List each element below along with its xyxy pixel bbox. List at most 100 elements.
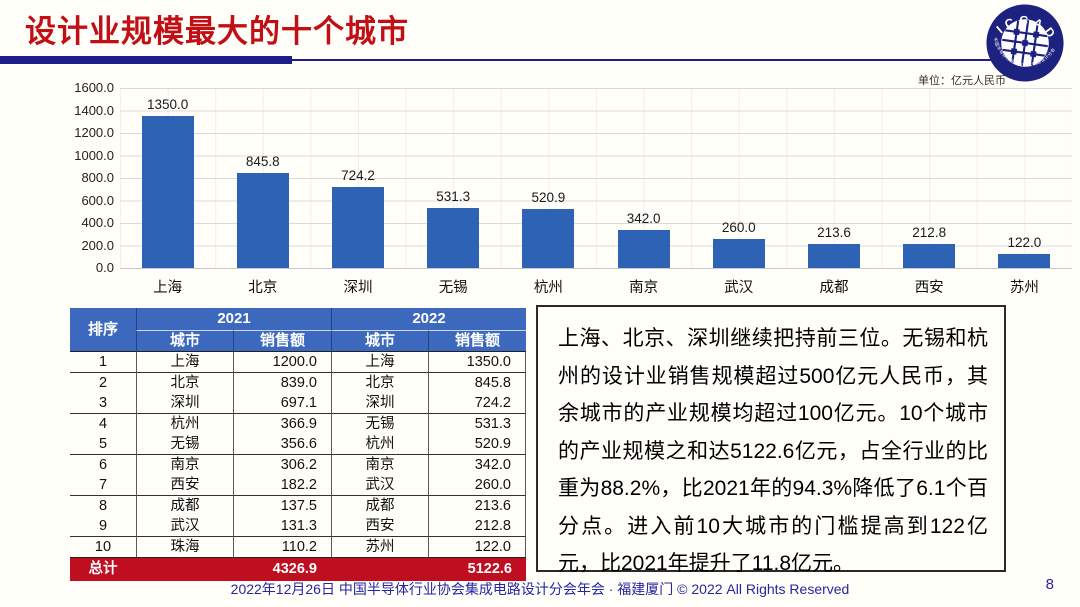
table-cell-city2021: 南京 — [136, 455, 233, 475]
bar-武汉 — [712, 238, 765, 268]
x-axis: 上海 北京 深圳 无锡 杭州 南京 武汉 成都 西安 苏州 — [120, 276, 1072, 296]
bar-value-label: 122.0 — [1007, 235, 1042, 251]
table-cell-rank: 6 — [98, 457, 108, 473]
table-cell-sales2022: 213.6 — [428, 496, 526, 516]
table-cell-city2022: 西安 — [331, 516, 428, 537]
table-cell-sales2022: 845.8 — [428, 373, 526, 393]
y-axis: 1600.0 1400.0 1200.0 1000.0 800.0 600.0 400.0 2… — [40, 80, 114, 275]
bar-value-label: 845.8 — [245, 153, 280, 169]
bar-苏州 — [998, 254, 1051, 268]
y-tick-label: 600.0 — [81, 192, 114, 208]
col-header-2021: 2021 — [136, 308, 331, 330]
x-tick-label: 杭州 — [533, 280, 563, 296]
table-cell-sales2021: 1200.0 — [233, 352, 331, 373]
bar-slot: 845.8 — [215, 88, 310, 268]
bar-深圳 — [331, 186, 384, 268]
x-tick-label: 成都 — [819, 280, 849, 296]
table-cell-sales2022: 724.2 — [428, 393, 526, 414]
table-total-label: 总计 — [70, 557, 136, 581]
col-header-city-2021: 城市 — [136, 330, 233, 352]
table-cell-city2021: 西安 — [136, 475, 233, 496]
bar-slot: 520.9 — [501, 88, 596, 268]
commentary-box: 上海、北京、深圳继续把持前三位。无锡和杭州的设计业销售规模超过500亿元人民币，… — [536, 305, 1006, 575]
title-underline-thin — [292, 59, 1048, 61]
chart-unit-label: 单位：亿元人民币 — [918, 75, 1006, 87]
footer-text: 2022年12月26日 中国半导体行业协会集成电路设计分会年会 · 福建厦门 ©… — [230, 581, 850, 597]
table-cell-city2022: 上海 — [331, 352, 428, 373]
table-cell-city2021: 上海 — [136, 352, 233, 373]
table-cell-sales2021: 366.9 — [233, 414, 331, 434]
table-cell-sales2022: 122.0 — [428, 537, 526, 557]
y-tick-label: 0.0 — [95, 260, 114, 275]
table-cell-sales2022: 531.3 — [428, 414, 526, 434]
bar-value-label: 213.6 — [817, 224, 851, 240]
bar-杭州 — [522, 209, 575, 268]
ranking-table: 排序 2021 2022 城市 销售额 城市 销售额 1 上海 1200.0 上海 13… — [70, 308, 526, 581]
table-cell-sales2021: 137.5 — [233, 496, 331, 516]
bar-slot: 260.0 — [691, 88, 786, 268]
bar-slot: 212.8 — [882, 88, 977, 268]
x-tick-label: 无锡 — [438, 280, 468, 296]
bar-value-label: 520.9 — [531, 190, 566, 206]
table-cell-sales2021: 182.2 — [233, 475, 331, 496]
iccad-logo-icon: ICCAD 中国半导体行业协会集成电路设计分会 — [986, 4, 1064, 82]
table-cell-sales2022: 342.0 — [428, 455, 526, 475]
x-tick-label: 深圳 — [343, 280, 373, 296]
table-cell-rank: 4 — [98, 416, 108, 432]
table-cell-city2021: 杭州 — [136, 414, 233, 434]
y-tick-label: 1400.0 — [74, 102, 114, 118]
col-header-sales-2022: 销售额 — [428, 330, 526, 352]
table-cell-rank: 5 — [70, 434, 136, 455]
x-tick-label: 武汉 — [724, 280, 754, 296]
table-cell-city2022: 武汉 — [331, 475, 428, 496]
table-total-cell — [136, 557, 233, 581]
bar-成都 — [807, 243, 860, 268]
page-title: 设计业规模最大的十个城市 — [25, 14, 409, 49]
bar-无锡 — [427, 208, 480, 268]
table-cell-rank: 2 — [98, 375, 108, 391]
table-cell-sales2021: 697.1 — [233, 393, 331, 414]
table-cell-city2022: 杭州 — [331, 434, 428, 455]
bar-value-label: 1350.0 — [146, 97, 189, 113]
bar-slot: 1350.0 — [120, 88, 215, 268]
table-cell-rank: 8 — [98, 498, 108, 514]
bar-slot: 122.0 — [977, 88, 1072, 268]
table-cell-city2021: 北京 — [136, 373, 233, 393]
table-cell-rank: 1 — [70, 352, 136, 373]
table-cell-rank: 7 — [70, 475, 136, 496]
bar-slot: 724.2 — [310, 88, 405, 268]
table-cell-city2022: 深圳 — [331, 393, 428, 414]
table-total-cell — [331, 557, 428, 581]
table-cell-city2022: 苏州 — [331, 537, 428, 557]
x-tick-label: 苏州 — [1009, 280, 1039, 296]
y-tick-label: 800.0 — [81, 170, 114, 185]
x-tick-label: 北京 — [248, 280, 278, 296]
table-cell-city2022: 成都 — [331, 496, 428, 516]
table-cell-city2021: 珠海 — [136, 537, 233, 557]
bar-南京 — [617, 229, 670, 268]
bar-plot: 1350.0 845.8 724.2 531.3 520.9 342.0 260.0 213.… — [120, 88, 1072, 269]
table-cell-rank: 10 — [94, 539, 112, 555]
x-tick-label: 南京 — [629, 280, 659, 296]
table-cell-city2022: 南京 — [331, 455, 428, 475]
table-cell-sales2022: 1350.0 — [428, 352, 526, 373]
table-cell-city2022: 北京 — [331, 373, 428, 393]
table-cell-rank: 3 — [70, 393, 136, 414]
table-cell-sales2022: 212.8 — [428, 516, 526, 537]
bar-上海 — [141, 116, 194, 268]
col-header-2022: 2022 — [331, 308, 526, 330]
bar-value-label: 724.2 — [341, 167, 375, 183]
bar-slot: 213.6 — [786, 88, 881, 268]
table-cell-sales2022: 260.0 — [428, 475, 526, 496]
y-tick-label: 1600.0 — [74, 80, 114, 95]
bar-value-label: 531.3 — [436, 189, 471, 205]
table-cell-city2021: 武汉 — [136, 516, 233, 537]
y-tick-label: 1000.0 — [74, 147, 114, 163]
col-header-city-2022: 城市 — [331, 330, 428, 352]
y-tick-label: 400.0 — [81, 215, 114, 230]
table-cell-sales2021: 306.2 — [233, 455, 331, 475]
bar-slot: 342.0 — [596, 88, 691, 268]
bar-北京 — [236, 172, 289, 268]
y-tick-label: 200.0 — [81, 237, 114, 253]
col-header-rank: 排序 — [70, 308, 136, 352]
